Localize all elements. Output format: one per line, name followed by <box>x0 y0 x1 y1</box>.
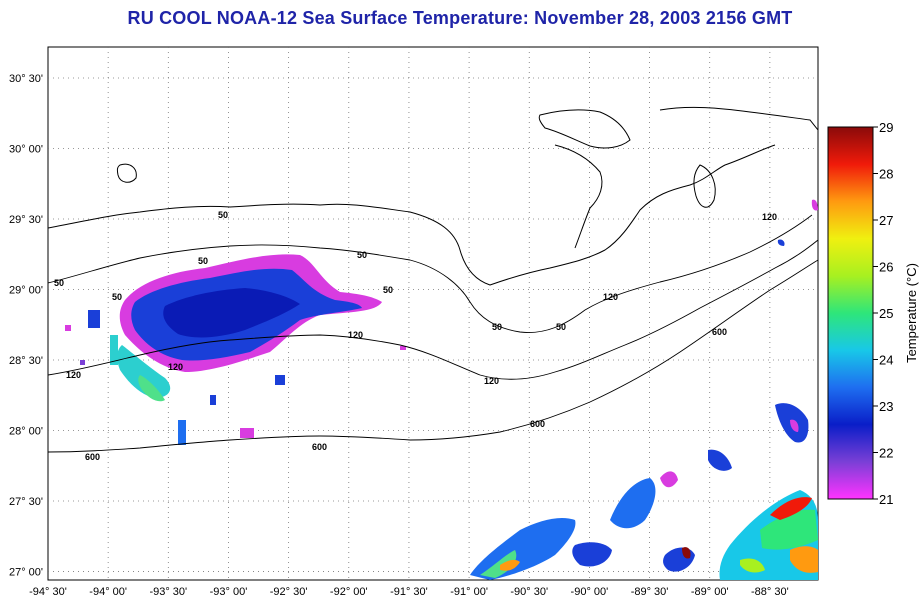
lon-tick-label: -89° 00' <box>691 586 729 598</box>
isobath-120 <box>48 239 818 380</box>
colorbar-tick-label: 26 <box>879 260 893 275</box>
lon-tick-label: -91° 30' <box>390 586 428 598</box>
colorbar-tick-label: 27 <box>879 213 893 228</box>
colorbar-ticks: 29 28 27 26 25 24 23 22 21 <box>873 120 893 507</box>
sst-patch-green <box>138 375 165 402</box>
colorbar-label: Temperature (°C) <box>904 263 919 363</box>
map-title: RU COOL NOAA-12 Sea Surface Temperature:… <box>127 8 793 28</box>
sst-patch-deep <box>163 288 300 338</box>
colorbar-tick-label: 25 <box>879 306 893 321</box>
isobath-600 <box>48 259 818 453</box>
sst-data-layer <box>65 199 818 580</box>
lon-tick-label: -90° 30' <box>510 586 548 598</box>
lat-tick-label: 30° 30' <box>9 73 43 85</box>
svg-text:600: 600 <box>712 327 727 337</box>
coastline <box>48 106 818 286</box>
isobath-50 <box>48 214 813 333</box>
lon-tick-label: -92° 00' <box>330 586 368 598</box>
svg-text:50: 50 <box>492 322 502 332</box>
lon-tick-label: -94° 30' <box>29 586 67 598</box>
svg-text:50: 50 <box>357 250 367 260</box>
lat-tick-label: 29° 00' <box>9 285 43 297</box>
colorbar-tick-label: 21 <box>879 492 893 507</box>
svg-text:50: 50 <box>112 292 122 302</box>
colorbar-tick-label: 22 <box>879 446 893 461</box>
sst-patch-se-3 <box>610 478 656 529</box>
svg-text:600: 600 <box>85 452 100 462</box>
lat-tick-label: 27° 30' <box>9 496 43 508</box>
isobath-labels: 50 50 50 50 50 50 50 50 120 120 120 120 … <box>54 210 777 462</box>
lat-tick-label: 27° 00' <box>9 567 43 579</box>
svg-text:120: 120 <box>484 376 499 386</box>
svg-text:120: 120 <box>348 330 363 340</box>
lon-tick-label: -92° 30' <box>270 586 308 598</box>
colorbar <box>827 126 874 500</box>
lat-tick-label: 28° 00' <box>9 426 43 438</box>
latitude-axis: 30° 30' 30° 00' 29° 30' 29° 00' 28° 30' 28° 0… <box>9 73 43 579</box>
svg-text:50: 50 <box>198 256 208 266</box>
lon-tick-label: -91° 00' <box>450 586 488 598</box>
longitude-axis: -94° 30' -94° 00' -93° 30' -93° 00' -92° 30'… <box>29 586 789 598</box>
sst-patch-se-5 <box>708 449 732 471</box>
lon-tick-label: -94° 00' <box>89 586 127 598</box>
colorbar-tick-label: 29 <box>879 120 893 135</box>
svg-text:120: 120 <box>762 212 777 222</box>
colorbar-tick-label: 23 <box>879 399 893 414</box>
colorbar-tick-label: 24 <box>879 353 893 368</box>
svg-text:50: 50 <box>54 278 64 288</box>
svg-text:120: 120 <box>168 362 183 372</box>
lon-tick-label: -93° 30' <box>149 586 187 598</box>
svg-text:120: 120 <box>66 370 81 380</box>
lat-tick-label: 28° 30' <box>9 355 43 367</box>
svg-text:120: 120 <box>603 292 618 302</box>
sst-patch-fringe <box>117 345 171 398</box>
sst-patch-se-2 <box>572 542 612 567</box>
graticule <box>48 47 818 580</box>
lon-tick-label: -89° 30' <box>631 586 669 598</box>
svg-text:50: 50 <box>556 322 566 332</box>
lon-tick-label: -93° 00' <box>210 586 248 598</box>
svg-text:600: 600 <box>312 442 327 452</box>
svg-text:600: 600 <box>530 419 545 429</box>
lon-tick-label: -88° 30' <box>751 586 789 598</box>
lat-tick-label: 30° 00' <box>9 144 43 156</box>
lon-tick-label: -90° 00' <box>571 586 609 598</box>
lat-tick-label: 29° 30' <box>9 214 43 226</box>
svg-text:50: 50 <box>218 210 228 220</box>
svg-text:50: 50 <box>383 285 393 295</box>
colorbar-tick-label: 28 <box>879 167 893 182</box>
